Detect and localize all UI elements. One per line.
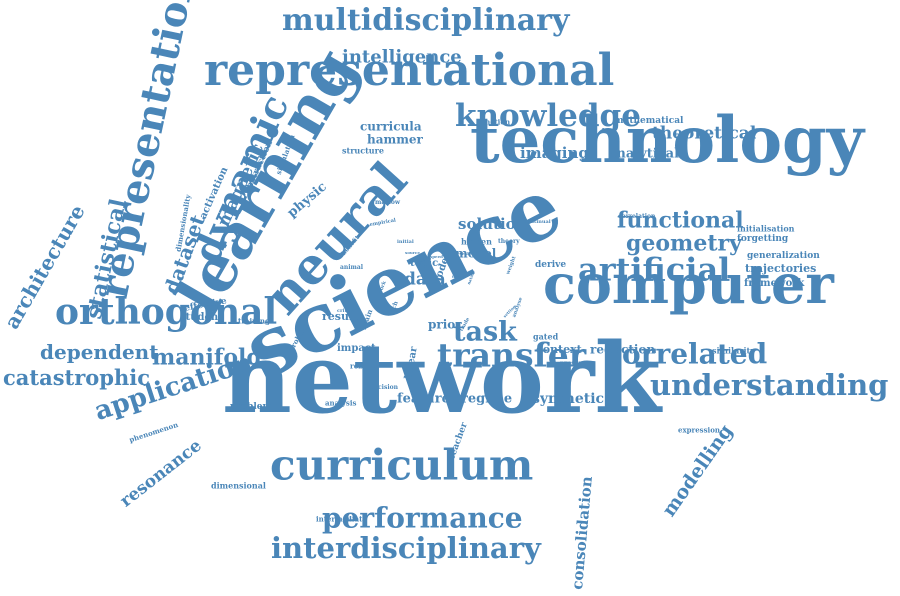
word-catastrophic: catastrophic <box>3 365 151 391</box>
word-result: result <box>322 310 359 324</box>
word-correlation: correlation <box>618 213 656 221</box>
word-data: data <box>404 269 446 290</box>
word-phenomenon: phenomenon <box>127 419 180 445</box>
word-speed: speed <box>430 253 443 259</box>
word-interdisciplinary: interdisciplinary <box>271 530 541 565</box>
word-similarity: similarity <box>712 345 755 356</box>
word-maslow: maslow <box>375 199 401 207</box>
word-initial: initial <box>397 239 414 245</box>
word-forgetting: forgetting <box>737 233 789 244</box>
word-transfer: transfer <box>437 335 587 375</box>
word-decision: decision <box>370 384 398 392</box>
word-functional: functional <box>617 207 744 234</box>
word-regime: regime <box>461 391 513 407</box>
word-network: network <box>222 322 661 436</box>
word-solution: solution <box>458 215 527 233</box>
word-prior: prior <box>428 317 462 332</box>
word-analysis: analysis <box>325 398 357 408</box>
word-artificial: artificial <box>578 250 731 289</box>
word-topic: topic <box>410 258 439 269</box>
word-training: training <box>238 316 270 326</box>
word-trajectories: trajectories <box>745 262 817 276</box>
word-curricula: curricula <box>360 119 422 134</box>
word-representational: representational <box>204 44 615 96</box>
word-analyse: analyse <box>511 296 525 319</box>
word-understanding: understanding <box>650 367 889 402</box>
word-imaging: imaging <box>520 144 589 162</box>
word-presence: presence <box>560 360 591 368</box>
word-robust: robust <box>350 361 376 371</box>
word-theoretical: theoretical <box>652 123 757 144</box>
word-consolidation: consolidation <box>568 475 596 591</box>
word-orthogonal: orthogonal <box>55 291 278 334</box>
word-reveal: reveal <box>455 250 469 256</box>
word-hammer: hammer <box>367 132 423 147</box>
word-analytical: analytical <box>608 146 680 162</box>
word-task: task <box>453 316 517 348</box>
word-computer: computer <box>543 251 834 316</box>
word-animal: animal <box>340 264 364 272</box>
word-problem: problem <box>230 401 272 412</box>
word-framework: framework <box>744 278 805 289</box>
word-feature: feature <box>397 391 450 407</box>
word-critical: critical <box>337 308 357 314</box>
word-modelling: modelling <box>657 420 738 521</box>
word-student: student <box>180 312 223 323</box>
word-expression: expression <box>678 425 720 435</box>
word-mathematical: mathematical <box>614 115 684 126</box>
word-dependent: dependent <box>40 340 159 364</box>
word-intelligence: intelligence <box>342 46 462 68</box>
word-hidden: hidden <box>461 236 492 247</box>
word-technology: technology <box>470 102 864 178</box>
word-dimensional: dimensional <box>211 480 266 491</box>
word-function: function <box>477 117 511 127</box>
word-multidisciplinary: multidisciplinary <box>282 3 570 38</box>
word-theory: theory <box>498 238 520 246</box>
word-impact: impact <box>337 343 376 354</box>
word-derive: derive <box>535 259 567 270</box>
word-continual: continual <box>524 219 551 225</box>
word-source: source <box>405 249 420 255</box>
word-context: context <box>536 343 582 357</box>
word-knowledge: knowledge <box>455 98 641 135</box>
word-model: model <box>455 246 497 261</box>
word-generalization: generalization <box>747 250 820 261</box>
word-initialisation: initialisation <box>737 223 795 234</box>
word-target: target <box>452 273 466 279</box>
word-structure: structure <box>342 145 384 156</box>
word-performance: performance <box>322 501 523 535</box>
word-synthetic: synthetic <box>532 390 605 407</box>
word-intermediate: intermediate <box>316 514 367 524</box>
word-correlated: correlated <box>605 337 768 371</box>
word-curriculum: curriculum <box>270 440 534 490</box>
word-gated: gated <box>533 331 559 342</box>
word-manifold: manifold <box>152 344 262 371</box>
word-geometry: geometry <box>626 230 742 257</box>
word-reduction: reduction <box>590 342 656 357</box>
word-resonance: resonance <box>116 435 206 512</box>
